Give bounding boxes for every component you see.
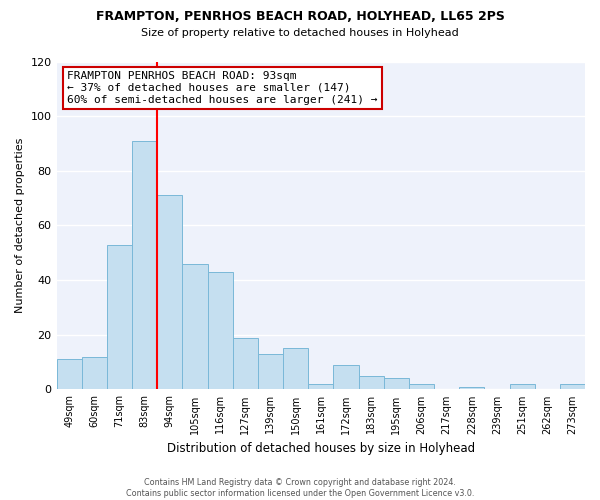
- Bar: [560, 384, 585, 390]
- Y-axis label: Number of detached properties: Number of detached properties: [15, 138, 25, 313]
- Text: FRAMPTON, PENRHOS BEACH ROAD, HOLYHEAD, LL65 2PS: FRAMPTON, PENRHOS BEACH ROAD, HOLYHEAD, …: [95, 10, 505, 23]
- Bar: [132, 140, 157, 390]
- X-axis label: Distribution of detached houses by size in Holyhead: Distribution of detached houses by size …: [167, 442, 475, 455]
- Bar: [383, 378, 409, 390]
- Bar: [157, 196, 182, 390]
- Bar: [409, 384, 434, 390]
- Bar: [82, 356, 107, 390]
- Text: Size of property relative to detached houses in Holyhead: Size of property relative to detached ho…: [141, 28, 459, 38]
- Bar: [182, 264, 208, 390]
- Bar: [258, 354, 283, 390]
- Text: FRAMPTON PENRHOS BEACH ROAD: 93sqm
← 37% of detached houses are smaller (147)
60: FRAMPTON PENRHOS BEACH ROAD: 93sqm ← 37%…: [67, 72, 377, 104]
- Bar: [509, 384, 535, 390]
- Bar: [308, 384, 334, 390]
- Bar: [359, 376, 383, 390]
- Bar: [334, 365, 359, 390]
- Bar: [459, 386, 484, 390]
- Bar: [56, 360, 82, 390]
- Bar: [107, 244, 132, 390]
- Bar: [208, 272, 233, 390]
- Bar: [283, 348, 308, 390]
- Bar: [233, 338, 258, 390]
- Text: Contains HM Land Registry data © Crown copyright and database right 2024.
Contai: Contains HM Land Registry data © Crown c…: [126, 478, 474, 498]
